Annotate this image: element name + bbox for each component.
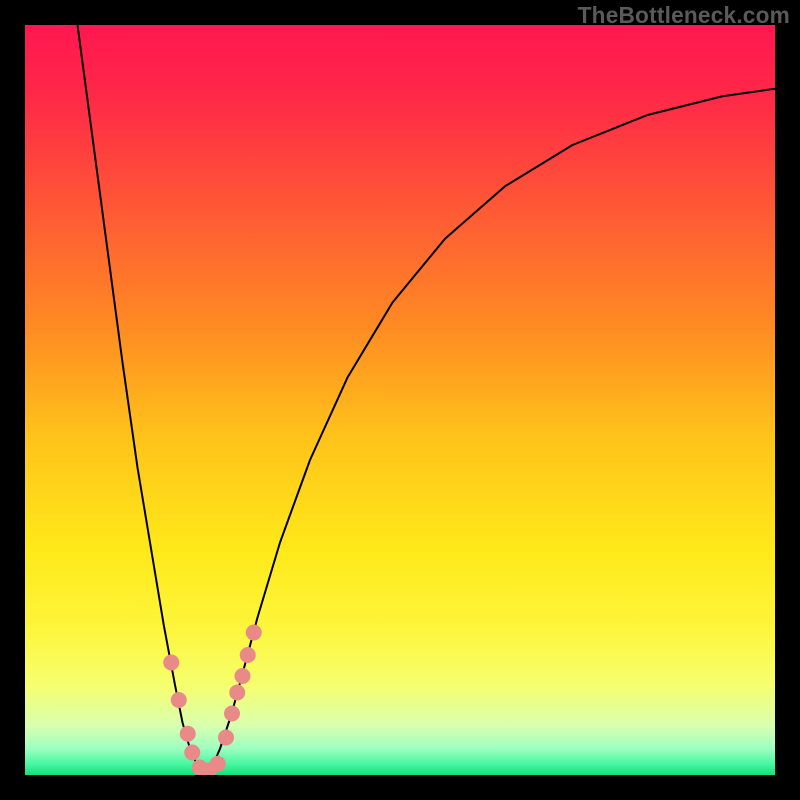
data-marker bbox=[184, 745, 200, 761]
plot-area bbox=[25, 25, 775, 775]
data-marker bbox=[246, 625, 262, 641]
watermark-text: TheBottleneck.com bbox=[578, 2, 790, 29]
gradient-background bbox=[25, 25, 775, 775]
chart-svg bbox=[25, 25, 775, 775]
data-marker bbox=[224, 706, 240, 722]
data-marker bbox=[163, 655, 179, 671]
data-marker bbox=[235, 668, 251, 684]
data-marker bbox=[171, 692, 187, 708]
chart-frame: TheBottleneck.com bbox=[0, 0, 800, 800]
data-marker bbox=[240, 647, 256, 663]
data-marker bbox=[180, 726, 196, 742]
data-marker bbox=[229, 685, 245, 701]
data-marker bbox=[210, 756, 226, 772]
data-marker bbox=[218, 730, 234, 746]
